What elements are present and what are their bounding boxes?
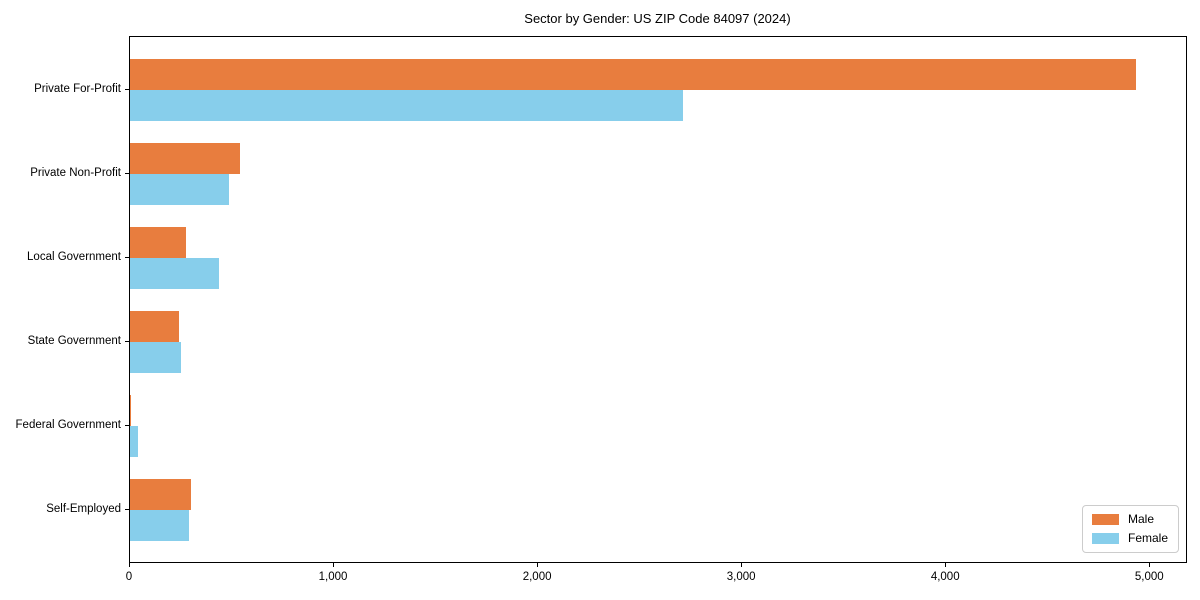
legend-item-female: Female: [1091, 531, 1168, 545]
ytick-label-1: Private Non-Profit: [30, 166, 121, 179]
ytick-label-4: Federal Government: [15, 419, 121, 432]
legend-label-female: Female: [1127, 531, 1168, 545]
bar-male-4: [130, 395, 131, 426]
ytick-mark-0: [125, 88, 129, 90]
bar-male-1: [130, 143, 240, 174]
ytick-mark-5: [125, 509, 129, 511]
legend-item-male: Male: [1091, 512, 1168, 526]
xtick-label-5: 5,000: [1134, 571, 1164, 583]
legend: Male Female: [1081, 505, 1179, 553]
ytick-label-2: Local Government: [27, 250, 121, 263]
xtick-mark-4: [945, 563, 947, 567]
xtick-mark-5: [1149, 563, 1151, 567]
xtick-mark-3: [741, 563, 743, 567]
bar-male-5: [130, 479, 191, 510]
ytick-mark-3: [125, 341, 129, 343]
bar-female-0: [130, 90, 683, 121]
bar-female-5: [130, 510, 189, 541]
legend-swatch-female: [1091, 533, 1119, 544]
ytick-mark-4: [125, 425, 129, 427]
xtick-label-0: 0: [125, 571, 133, 583]
legend-swatch-male: [1091, 514, 1119, 525]
bar-male-3: [130, 311, 179, 342]
xtick-label-2: 2,000: [522, 571, 552, 583]
ytick-label-5: Self-Employed: [46, 503, 121, 516]
bar-female-4: [130, 426, 138, 457]
ytick-mark-1: [125, 172, 129, 174]
ytick-mark-2: [125, 256, 129, 258]
bar-female-2: [130, 258, 219, 289]
bar-female-1: [130, 174, 229, 205]
chart-title: Sector by Gender: US ZIP Code 84097 (202…: [524, 11, 791, 26]
xtick-mark-1: [333, 563, 335, 567]
xtick-label-4: 4,000: [930, 571, 960, 583]
xtick-label-1: 1,000: [318, 571, 348, 583]
xtick-label-3: 3,000: [726, 571, 756, 583]
bar-male-0: [130, 59, 1136, 90]
bar-female-3: [130, 342, 181, 373]
legend-label-male: Male: [1127, 512, 1154, 526]
xtick-mark-0: [129, 563, 130, 567]
ytick-label-0: Private For-Profit: [34, 82, 121, 95]
plot-area: Male Female: [129, 36, 1187, 563]
bar-male-2: [130, 227, 186, 258]
xtick-mark-2: [537, 563, 539, 567]
ytick-label-3: State Government: [27, 335, 121, 348]
